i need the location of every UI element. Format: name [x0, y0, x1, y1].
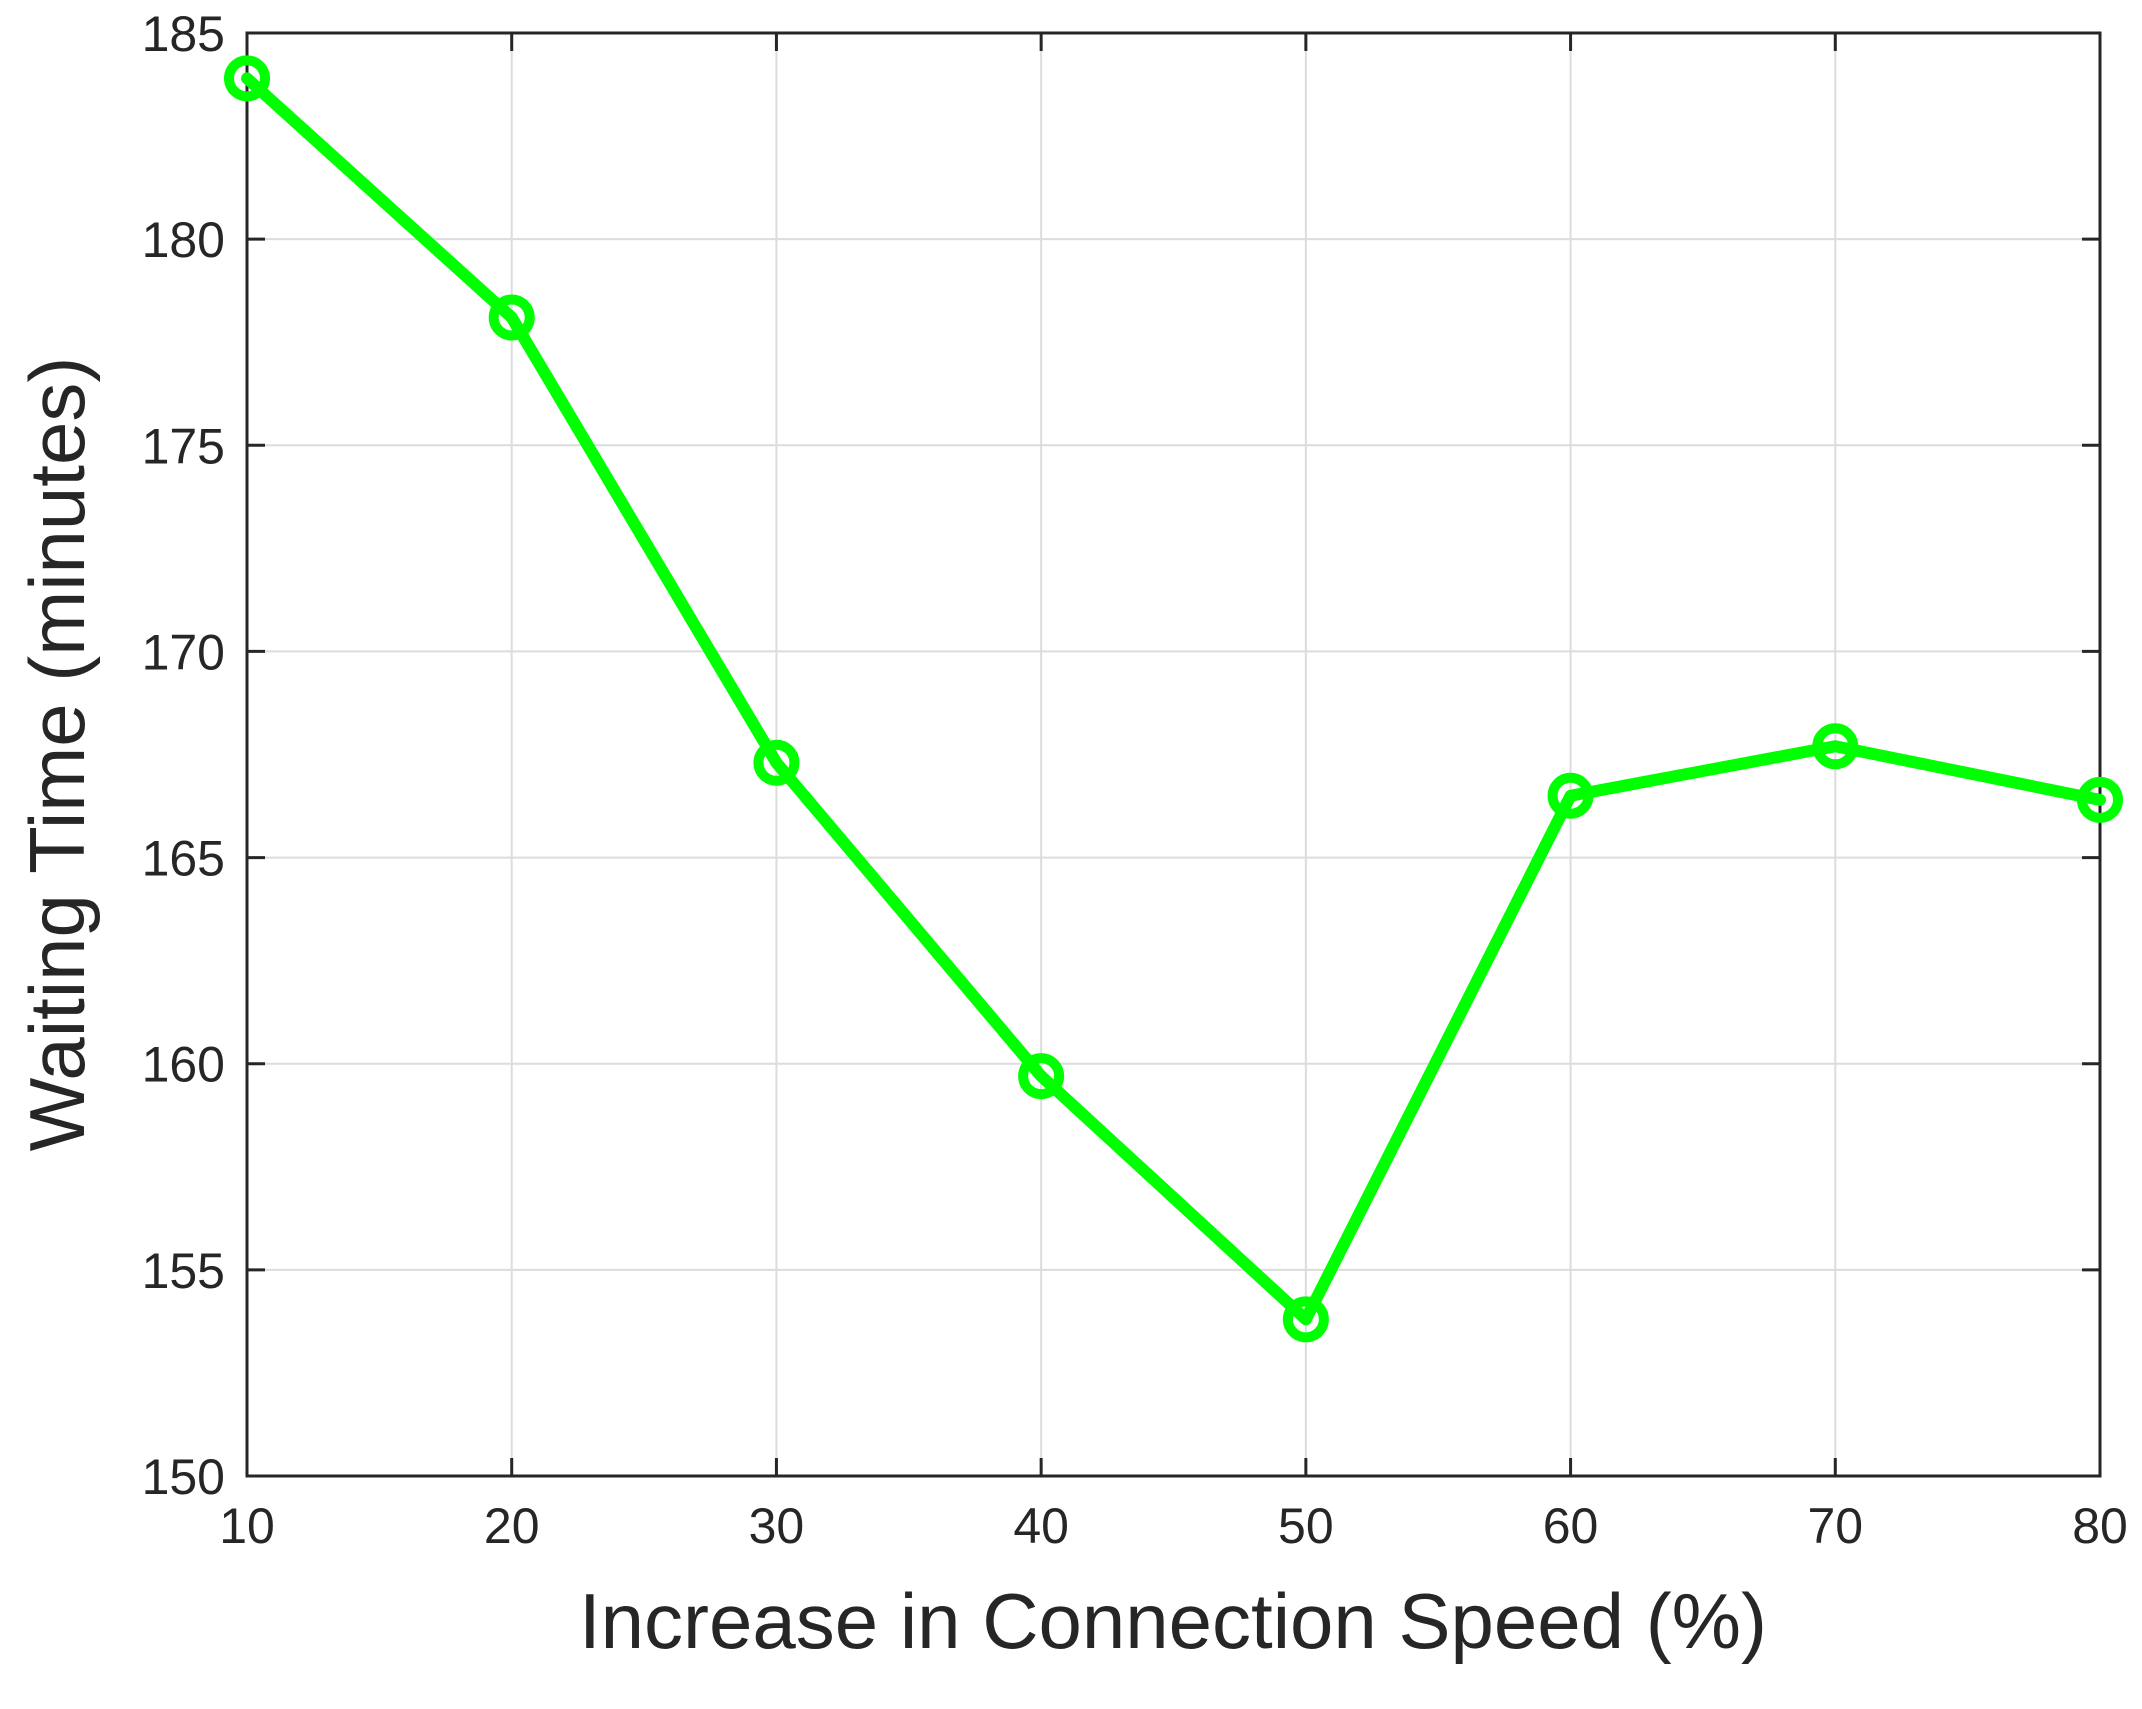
x-tick-label: 80	[2072, 1498, 2128, 1554]
data-point-marker	[1018, 1053, 1065, 1100]
data-point-marker	[488, 294, 535, 341]
series-layer	[224, 55, 2123, 1343]
y-tick-label: 160	[142, 1037, 225, 1093]
x-axis-title: Increase in Connection Speed (%)	[579, 1577, 1767, 1665]
x-tick-label: 20	[484, 1498, 540, 1554]
y-axis-title: Waiting Time (minutes)	[13, 357, 101, 1152]
axis-ticks	[245, 31, 2102, 1478]
y-axis-tick-labels: 150 155 160 165 170 175 180 185	[142, 6, 225, 1505]
data-point-marker	[753, 739, 800, 786]
data-point-marker	[224, 55, 270, 102]
grid-lines	[247, 33, 2100, 1476]
data-point-marker	[2077, 776, 2123, 823]
data-point-marker	[1547, 772, 1594, 819]
x-tick-label: 30	[749, 1498, 805, 1554]
y-tick-label: 170	[142, 624, 225, 680]
y-tick-label: 185	[142, 6, 225, 62]
x-tick-label: 60	[1543, 1498, 1599, 1554]
plot-area-frame	[245, 31, 2102, 1478]
y-tick-label: 165	[142, 831, 225, 887]
x-tick-label: 10	[219, 1498, 275, 1554]
y-tick-label: 150	[142, 1449, 225, 1505]
y-tick-label: 180	[142, 212, 225, 268]
x-axis-tick-labels: 10 20 30 40 50 60 70 80	[219, 1498, 2128, 1554]
x-tick-label: 50	[1278, 1498, 1334, 1554]
x-tick-label: 40	[1013, 1498, 1069, 1554]
x-tick-label: 70	[1807, 1498, 1863, 1554]
series-line	[241, 72, 2106, 1326]
y-tick-label: 175	[142, 418, 225, 474]
data-point-marker	[1812, 723, 1859, 770]
data-point-marker	[1282, 1296, 1329, 1343]
y-tick-label: 155	[142, 1243, 225, 1299]
